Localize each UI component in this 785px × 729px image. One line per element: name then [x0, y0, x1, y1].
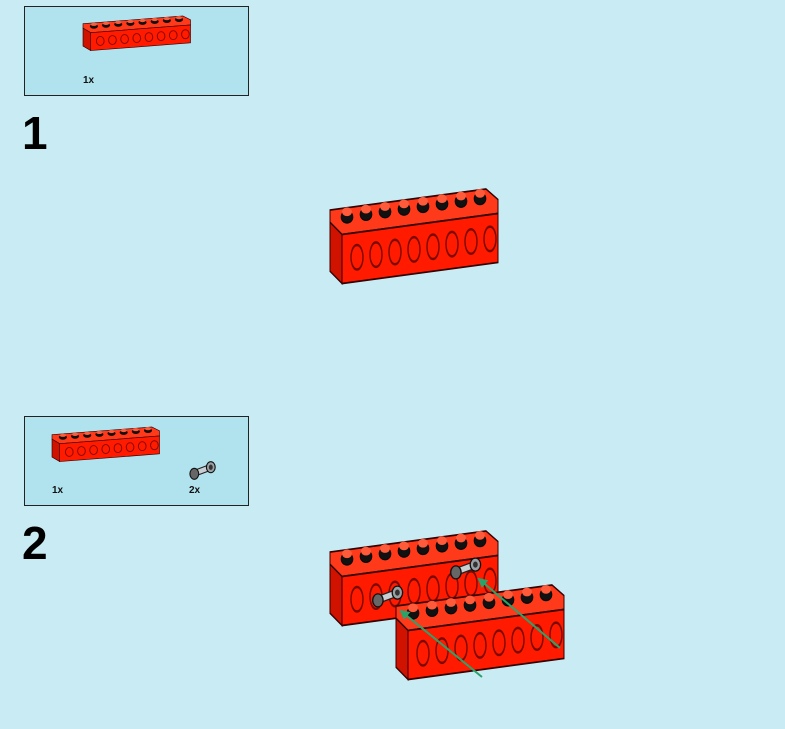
arrow-icon — [477, 577, 561, 649]
arrow-icon — [399, 609, 483, 678]
step-number: 1 — [22, 107, 48, 159]
part-quantity: 1x — [83, 75, 95, 86]
parts-callout-step-2: 1x 2x — [24, 416, 249, 506]
step-number: 2 — [22, 517, 48, 569]
parts-callout-step-1: 1x — [24, 6, 249, 96]
part-quantity: 2x — [189, 485, 201, 496]
part-quantity: 1x — [52, 485, 64, 496]
